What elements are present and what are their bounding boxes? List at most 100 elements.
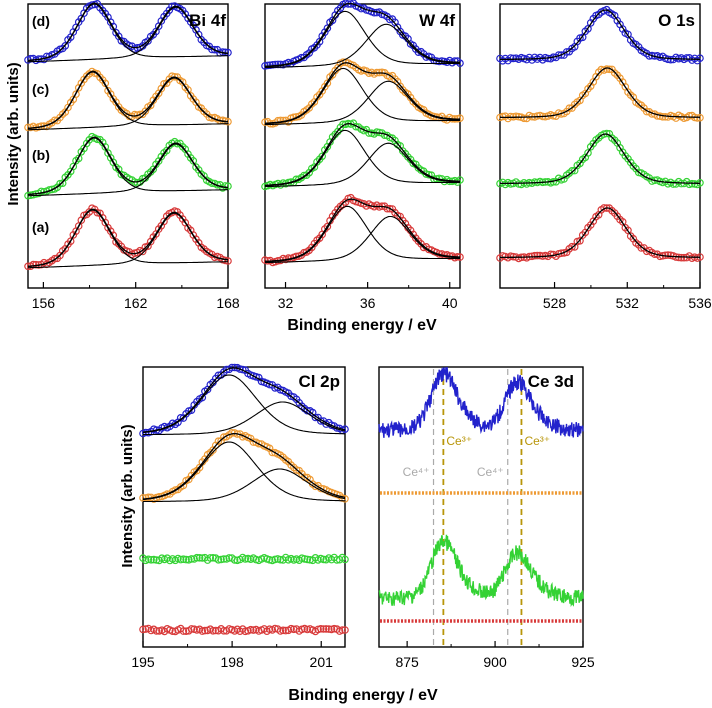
ce3d-tick-label: 900 [483,654,507,670]
w4f-fit-component [264,10,460,68]
cl2p-series-a [139,624,349,636]
bottom-y-axis-label: Intensity (arb. units) [119,424,136,567]
o1s-data-point [584,24,592,33]
ce3d-ref-label: Ce⁴⁺ [403,465,430,479]
w4f-fit-envelope [264,198,460,263]
cl2p-data-point [241,627,250,636]
cl2p-data-point [319,555,328,564]
w4f-series-b [261,119,464,191]
cl2p-data-point [265,380,274,389]
bi4f-fit-component [27,71,228,130]
bi4f-data-point [93,135,102,144]
bi4f-tick-label: 168 [216,295,240,311]
o1s-data-point [597,65,606,74]
bi4f-title: Bi 4f [189,11,226,30]
w4f-fit-envelope [265,2,460,67]
o1s-data-point [680,253,688,262]
w4f-fit-envelope [264,62,460,124]
cl2p-data-point [341,494,349,503]
cl2p-data-point [139,625,147,634]
o1s-data-point [602,129,611,138]
o1s-data-point [568,167,576,175]
bi4f-fit-component [27,143,229,197]
cl2p-fit-envelope [142,433,346,500]
panel-bi-4f: 156 162 168 (a) (b) (c) (d) Bi 4f [24,0,240,311]
o1s-frame [499,3,701,289]
cl2p-data-point [316,624,325,633]
w4f-data-point [268,61,277,69]
w4f-title: W 4f [419,11,455,30]
bi4f-fit-component [27,137,228,196]
cl2p-data-point [300,555,309,563]
bi4f-data-point [170,73,179,81]
bi4f-data-point [37,187,46,196]
cl2p-data-point [141,428,150,437]
bi4f-data-point [61,41,70,50]
cl2p-data-point [209,626,217,635]
bi4f-data-point [66,237,75,246]
w4f-series-a [261,193,464,267]
top-x-axis-label: Binding energy / eV [287,317,437,334]
cl2p-fit-component [142,374,345,435]
cl2p-data-point [182,555,190,564]
o1s-data-point [568,242,576,251]
w4f-frame [264,3,461,289]
ce3d-tick-label: 875 [395,654,419,670]
cl2p-data-point [324,625,333,633]
o1s-data-point [637,244,646,252]
w4f-fit-component [265,205,460,263]
o1s-data-point [685,112,694,120]
ce3d-frame [378,366,584,648]
o1s-data-point [514,180,523,188]
w4f-fit-envelope [264,123,460,187]
w4f-fit-component [264,215,461,264]
cl2p-data-point [241,555,250,563]
sample-label-b: (b) [32,147,50,163]
cl2p-data-point [303,555,312,564]
bi4f-fit-component [28,6,229,63]
bi4f-data-point [74,154,83,163]
cl2p-tick-label: 201 [310,654,334,670]
cl2p-data-point [198,393,207,402]
cl2p-data-point [214,437,223,446]
bi4f-data-point [208,179,216,188]
w4f-data-point [276,116,285,125]
cl2p-data-point [195,553,204,562]
o1s-data-point [533,251,542,260]
bi4f-data-point [56,179,64,188]
cl2p-data-point [187,625,196,633]
ce3d-ref-label: Ce³⁺ [446,434,472,448]
bi4f-tick-label: 156 [32,295,56,311]
bi4f-series-b [24,132,232,200]
cl2p-data-point [217,555,225,564]
panel-cl-2p: 195 198 201 Cl 2p [131,363,349,670]
cl2p-data-point [201,626,209,635]
top-y-axis-label: Intensity (arb. units) [5,62,22,205]
cl2p-data-point [322,625,330,633]
bi4f-fit-component [27,209,228,268]
o1s-title: O 1s [658,11,695,30]
bi4f-tick-label: 162 [124,295,148,311]
cl2p-data-point [144,555,153,564]
cl2p-frame [142,366,346,648]
w4f-data-point [323,79,332,88]
cl2p-data-point [311,413,320,422]
bi4f-series-a [24,204,232,271]
o1s-data-point [578,33,587,42]
o1s-fit-envelope [500,67,701,119]
o1s-tick-label: 528 [543,295,567,311]
cl2p-data-point [338,626,347,634]
ce3d-ref-label: Ce⁴⁺ [477,465,504,479]
o1s-fit-envelope [500,207,701,259]
cl2p-data-point [236,365,244,373]
bi4f-frame [27,3,229,289]
w4f-fit-component [265,142,460,188]
o1s-data-point [506,112,515,121]
o1s-data-point [536,251,544,260]
cl2p-data-point [341,555,349,564]
bi4f-data-point [221,182,230,190]
cl2p-data-point [206,554,215,562]
bi4f-data-point [224,257,232,265]
bi4f-data-point [50,254,59,263]
